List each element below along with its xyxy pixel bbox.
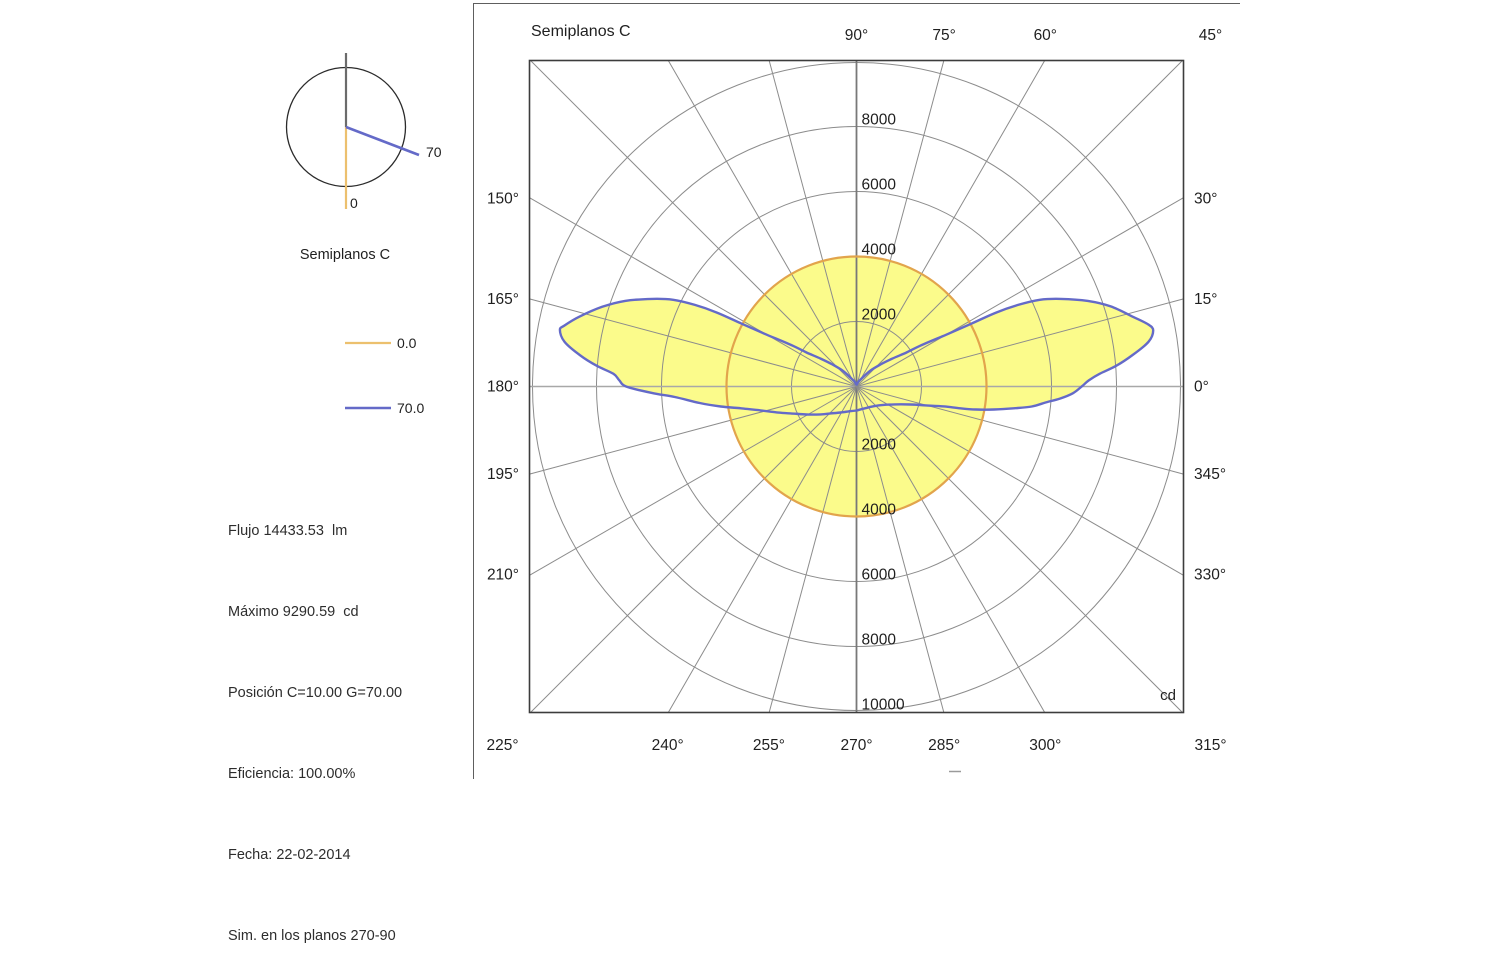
polar-grid-spoke xyxy=(667,386,857,713)
angle-label: 0° xyxy=(1194,379,1209,396)
ring-value-label: 4000 xyxy=(862,502,897,519)
ring-value-label: 6000 xyxy=(862,567,897,584)
angle-label: 270° xyxy=(840,737,872,754)
angle-label: 30° xyxy=(1194,190,1217,207)
info-block: Flujo 14433.53 lm Máximo 9290.59 cd Posi… xyxy=(228,464,402,977)
polar-grid-spoke xyxy=(856,386,1184,475)
legend-label-0: 0.0 xyxy=(397,335,417,351)
mini-plane0-label: 0 xyxy=(350,195,358,211)
polar-grid-spoke xyxy=(856,386,1184,576)
mini-plane70-label: 70 xyxy=(426,144,442,160)
polar-grid-spoke xyxy=(856,197,1184,387)
polar-grid-spoke xyxy=(856,386,1046,713)
polar-grid-spoke xyxy=(856,60,945,387)
page: { "panel": { "mini_diagram": { "caption"… xyxy=(228,3,1240,944)
curve-0 xyxy=(725,255,988,518)
angle-label: 315° xyxy=(1194,737,1226,754)
angle-label: 60° xyxy=(1034,27,1057,44)
angle-label: 225° xyxy=(486,737,518,754)
ring-value-label: 2000 xyxy=(862,437,897,454)
angle-label: 90° xyxy=(845,27,868,44)
info-line-fecha: Fecha: 22-02-2014 xyxy=(228,847,351,863)
polar-grid-spoke xyxy=(529,386,857,576)
ring-value-label: 4000 xyxy=(862,242,897,259)
polar-grid-spoke xyxy=(856,60,1046,387)
chart-title: Semiplanos C xyxy=(531,23,631,40)
photometric-diagram-svg: 2000 4000 6000 8000 2000 4000 6000 8000 10000 90°… xyxy=(285,3,1240,779)
angle-label: 15° xyxy=(1194,291,1217,308)
polar-grid-spoke xyxy=(768,60,857,387)
curve-70-fill xyxy=(559,298,1154,415)
ring-value-label: 2000 xyxy=(862,307,897,324)
ring-value-label: 8000 xyxy=(862,112,897,129)
polar-grid-spoke xyxy=(529,197,857,387)
angle-label: 165° xyxy=(487,291,519,308)
mini-plane70-line xyxy=(345,125,420,157)
angle-label: 255° xyxy=(753,737,785,754)
angle-label: 75° xyxy=(932,27,955,44)
info-line-posicion: Posición C=10.00 G=70.00 xyxy=(228,685,403,701)
angle-label: 195° xyxy=(487,466,519,483)
angle-label: 285° xyxy=(928,737,960,754)
polar-plot-border xyxy=(528,59,1185,714)
info-line-eficiencia: Eficiencia: 100.00% xyxy=(228,766,356,782)
units-label: cd xyxy=(1160,687,1176,704)
curve-70 xyxy=(558,297,1155,416)
mini-caption: Semiplanos C xyxy=(299,247,391,263)
angle-label: 330° xyxy=(1194,567,1226,584)
angle-label: 240° xyxy=(652,737,684,754)
angle-label: 45° xyxy=(1199,27,1222,44)
ring-value-label: 10000 xyxy=(862,697,905,714)
info-line-flujo: Flujo 14433.53 lm xyxy=(228,523,348,539)
polar-grid-spoke xyxy=(529,386,857,475)
info-line-simetria: Sim. en los planos 270-90 xyxy=(228,928,396,944)
panel-frame xyxy=(473,3,1240,779)
polar-grid-spoke xyxy=(530,60,857,387)
legend-label-70: 70.0 xyxy=(397,400,425,416)
polar-grid-spoke xyxy=(530,386,857,713)
angle-label: 300° xyxy=(1029,737,1061,754)
angle-label: 180° xyxy=(487,379,519,396)
polar-grid-spoke xyxy=(856,60,1183,387)
info-line-maximo: Máximo 9290.59 cd xyxy=(228,604,359,620)
ring-value-label: 8000 xyxy=(862,632,897,649)
polar-grid-spoke xyxy=(768,386,857,713)
angle-label: 210° xyxy=(487,567,519,584)
angle-label: 150° xyxy=(487,190,519,207)
ring-value-label: 6000 xyxy=(862,177,897,194)
polar-grid-spoke xyxy=(856,386,945,713)
angle-label: 345° xyxy=(1194,466,1226,483)
polar-grid-spoke xyxy=(856,386,1183,713)
polar-grid-spoke xyxy=(667,60,857,387)
